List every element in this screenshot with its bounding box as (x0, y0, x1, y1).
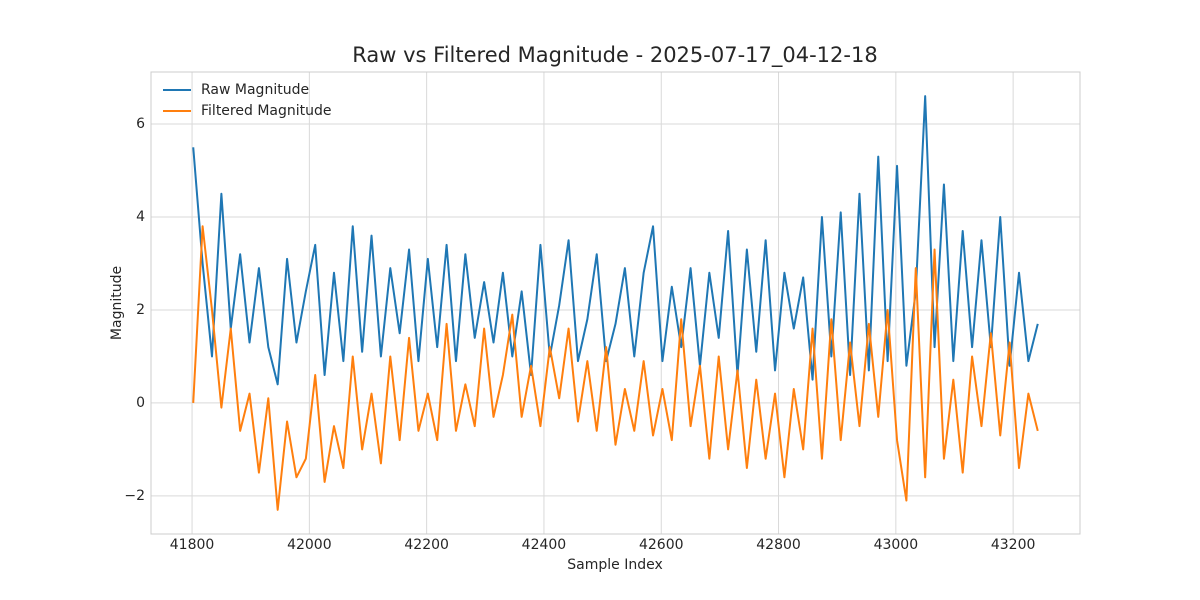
y-axis-label: Magnitude (109, 266, 125, 340)
plot-frame (150, 71, 1081, 535)
x-tick-label: 42600 (639, 537, 684, 553)
x-tick-label: 43200 (991, 537, 1036, 553)
x-tick-label: 42200 (404, 537, 449, 553)
data-line (192, 95, 1039, 386)
x-tick-label: 43000 (874, 537, 919, 553)
x-tick-label: 41800 (170, 537, 215, 553)
legend-label: Filtered Magnitude (201, 103, 331, 119)
y-tick-label: 0 (136, 395, 145, 411)
y-tick-label: 4 (136, 209, 145, 225)
data-line (192, 225, 1039, 511)
chart-title: Raw vs Filtered Magnitude - 2025-07-17_0… (352, 43, 877, 68)
x-axis-label: Sample Index (567, 557, 662, 573)
x-tick-label: 42000 (287, 537, 332, 553)
y-tick-label: 6 (136, 116, 145, 132)
x-tick-label: 42800 (756, 537, 801, 553)
legend-label: Raw Magnitude (201, 82, 309, 98)
y-tick-label: 2 (136, 302, 145, 318)
x-tick-label: 42400 (522, 537, 567, 553)
y-tick-label: −2 (124, 488, 145, 504)
